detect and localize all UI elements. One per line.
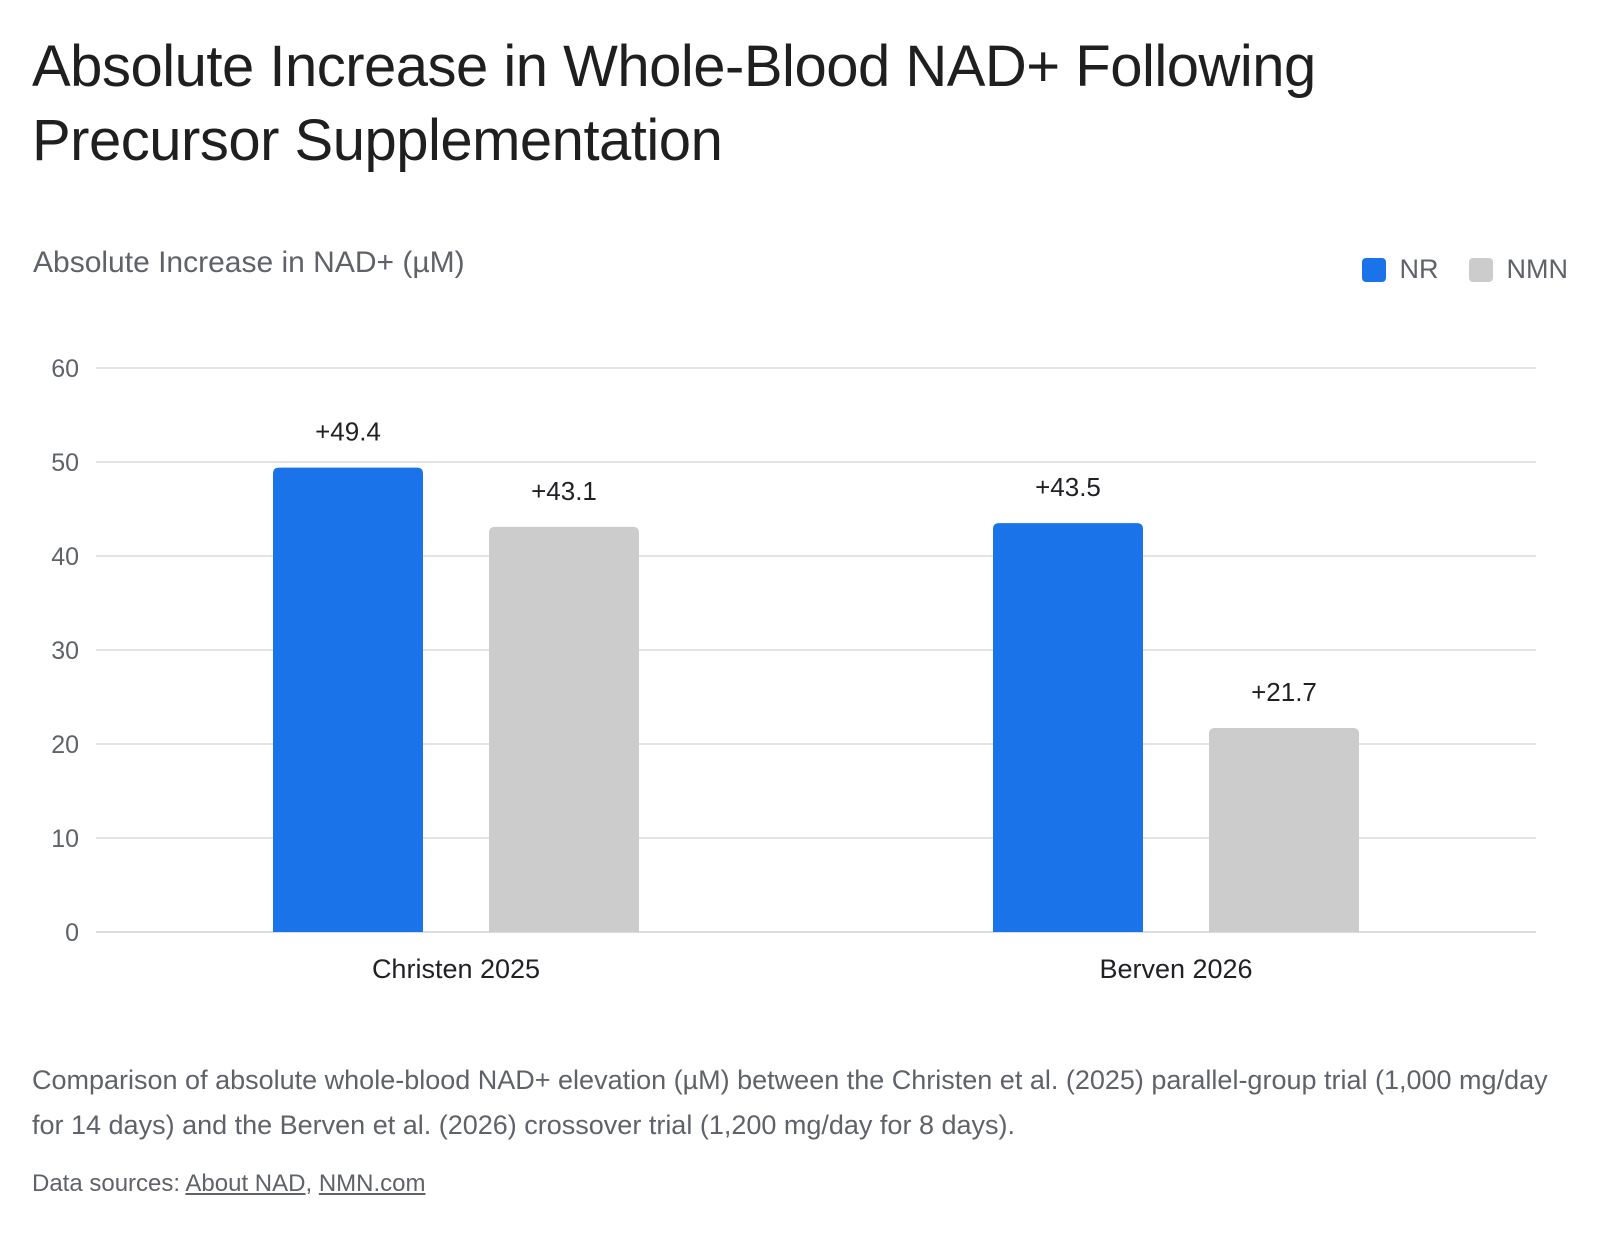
- legend-swatch-nmn: [1468, 257, 1493, 282]
- bar-nmn-1: [489, 526, 639, 932]
- y-tick-label: 60: [51, 355, 79, 383]
- sources-separator: ,: [305, 1170, 319, 1197]
- data-label-nmn-2: +21.7: [1251, 677, 1317, 707]
- bar-nmn-2: [1209, 728, 1359, 932]
- sources-prefix: Data sources:: [32, 1170, 186, 1197]
- chart-title: Absolute Increase in Whole-Blood NAD+ Fo…: [32, 34, 1316, 173]
- x-tick-label: Christen 2025: [372, 954, 540, 984]
- data-label-nr-2: +43.5: [1035, 472, 1101, 502]
- y-tick-label: 10: [51, 825, 79, 853]
- y-tick-label: 0: [65, 919, 79, 947]
- bar-nr-2: [993, 523, 1143, 932]
- legend-swatch-nr: [1361, 257, 1386, 282]
- legend-label-nmn: NMN: [1506, 254, 1569, 284]
- data-sources: Data sources: About NAD, NMN.com: [32, 1170, 426, 1198]
- y-axis-label: Absolute Increase in NAD+ (µM): [33, 246, 465, 279]
- y-tick-label: 20: [51, 731, 79, 759]
- source-link-nmn-com[interactable]: NMN.com: [318, 1170, 426, 1197]
- data-label-nr-1: +49.4: [315, 417, 381, 447]
- legend-item-nmn: NMN: [1468, 254, 1569, 285]
- bar-chart: 0 10 20 30 40 50 60 +49.4 +43.1 Christen 2025 +43.…: [51, 355, 1536, 984]
- x-tick-label: Berven 2026: [1099, 954, 1252, 984]
- legend-label-nr: NR: [1399, 254, 1439, 284]
- y-tick-label: 30: [51, 637, 79, 665]
- y-tick-label: 40: [51, 543, 79, 571]
- bar-nr-1: [273, 467, 423, 932]
- data-label-nmn-1: +43.1: [531, 476, 597, 506]
- source-link-about-nad[interactable]: About NAD: [185, 1170, 306, 1197]
- legend-item-nr: NR: [1361, 254, 1439, 285]
- y-tick-label: 50: [51, 449, 79, 477]
- legend: NR NMN: [1332, 254, 1569, 285]
- chart-caption: Comparison of absolute whole-blood NAD+ …: [32, 1065, 1548, 1140]
